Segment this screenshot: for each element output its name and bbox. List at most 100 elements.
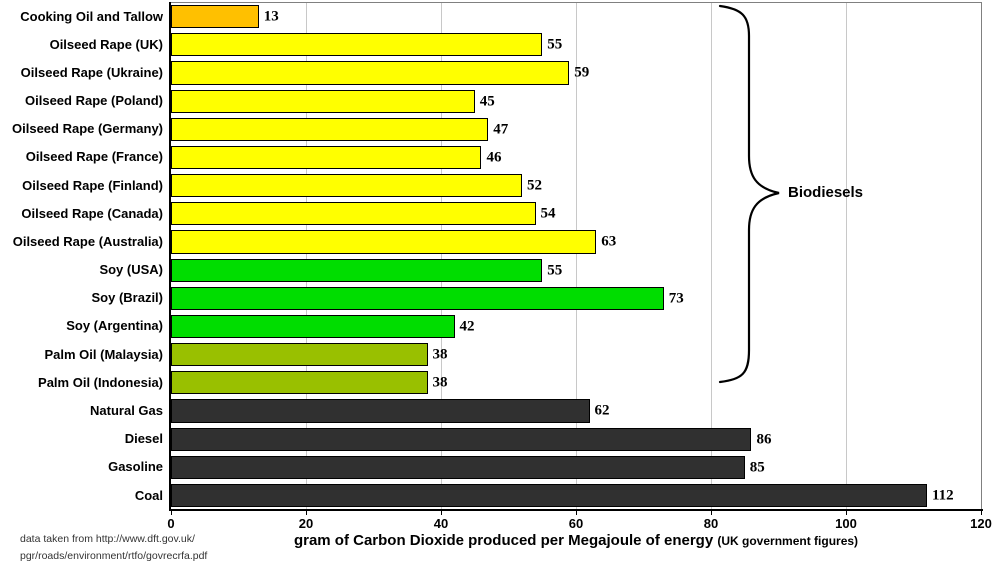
tick-label-120: 120 [970, 516, 992, 531]
biodiesels-label: Biodiesels [788, 184, 864, 201]
category-label: Soy (Argentina) [66, 318, 163, 334]
category-label: Soy (Brazil) [91, 290, 163, 306]
bar-row: 38 [171, 369, 981, 397]
bar [171, 427, 752, 451]
gridline-100 [846, 3, 847, 510]
bar [171, 5, 259, 29]
tick-mark [440, 511, 442, 515]
category-label: Oilseed Rape (UK) [49, 36, 163, 52]
bar-row: 73 [171, 285, 981, 313]
bar-value-label: 38 [432, 374, 448, 391]
bar-row: 47 [171, 116, 981, 144]
category-label: Diesel [124, 431, 163, 447]
bar-row: 13 [171, 3, 981, 31]
bar-value-label: 13 [263, 8, 279, 25]
tick-label-0: 0 [167, 516, 175, 531]
category-labels: Cooking Oil and Tallow Oilseed Rape (UK) O… [0, 2, 163, 509]
bar-row: 86 [171, 426, 981, 454]
bar [171, 61, 570, 85]
bar-row: 85 [171, 454, 981, 482]
bar-value-label: 73 [668, 290, 684, 307]
bar [171, 117, 489, 141]
tick-label-40: 40 [433, 516, 449, 531]
bar-value-label: 47 [493, 121, 509, 138]
bar-row: 55 [171, 31, 981, 59]
bar [171, 455, 745, 479]
bars-layer: 13 55 59 45 47 46 52 54 63 55 73 42 38 38 62 86 85 112 [171, 3, 981, 510]
bar-value-label: 38 [432, 346, 448, 363]
gridline-60 [576, 3, 577, 510]
bar-value-label: 45 [479, 93, 495, 110]
category-label: Soy (USA) [99, 262, 163, 278]
category-label: Oilseed Rape (Canada) [21, 205, 163, 221]
bar-value-label: 86 [756, 431, 772, 448]
bar-row: 42 [171, 313, 981, 341]
bar [171, 483, 927, 508]
category-label: Oilseed Rape (Finland) [22, 177, 163, 193]
tick-label-100: 100 [835, 516, 857, 531]
bar-value-label: 85 [749, 459, 765, 476]
tick-label-80: 80 [703, 516, 719, 531]
tick-mark [576, 511, 577, 515]
gridline-80 [710, 3, 712, 510]
tick-mark [846, 511, 847, 515]
plot-area: 13 55 59 45 47 46 52 54 63 55 73 42 38 38 62 86 85 112 [171, 2, 982, 510]
bar-value-label: 63 [601, 233, 617, 250]
category-label: Oilseed Rape (Germany) [12, 121, 163, 137]
category-label: Palm Oil (Malaysia) [44, 346, 164, 362]
tick-label-60: 60 [568, 516, 584, 531]
gridline-40 [440, 3, 442, 510]
bar-value-label: 42 [459, 318, 475, 335]
bar-row: 63 [171, 228, 981, 256]
y-axis-line [169, 2, 171, 511]
tick-label-20: 20 [298, 516, 314, 531]
bar [171, 314, 455, 339]
bar [171, 145, 482, 170]
bar-row: 112 [171, 482, 981, 510]
bar [171, 174, 522, 198]
bar-row: 52 [171, 172, 981, 200]
x-axis-ticks: 0 20 40 60 80 100 120 [167, 511, 992, 537]
bar-value-label: 62 [594, 402, 610, 419]
bar-value-label: 55 [547, 262, 563, 279]
category-label: Palm Oil (Indonesia) [38, 374, 163, 390]
category-label: Gasoline [108, 459, 163, 475]
bar [171, 399, 590, 423]
x-axis-title: gram of Carbon Dioxide produced per Mega… [171, 532, 981, 549]
tick-mark [305, 511, 307, 515]
bar-row: 38 [171, 341, 981, 369]
bar [171, 258, 543, 282]
bar-value-label: 112 [932, 487, 954, 504]
category-label: Natural Gas [90, 402, 163, 418]
category-label: Oilseed Rape (France) [25, 149, 163, 165]
bar-row: 54 [171, 200, 981, 228]
x-axis-title-main: gram of Carbon Dioxide produced per Mega… [293, 532, 714, 549]
bar [171, 286, 664, 310]
bar-row: 55 [171, 257, 981, 285]
bar-row: 45 [171, 88, 981, 116]
bar-value-label: 52 [526, 177, 542, 194]
bar-value-label: 46 [486, 149, 502, 166]
bar [171, 33, 543, 57]
bar-row: 46 [171, 144, 981, 172]
tick-mark [710, 511, 712, 515]
x-axis-title-note: (UK government figures) [717, 534, 859, 548]
bar-value-label: 55 [547, 36, 563, 53]
data-source-line1: data taken from http://www.dft.gov.uk/ [20, 533, 195, 545]
bar [171, 343, 428, 367]
data-source-note: data taken from http://www.dft.gov.uk/ p… [20, 531, 207, 565]
bar [171, 230, 597, 254]
tick-mark [171, 511, 172, 515]
bar [171, 371, 428, 395]
category-label: Coal [134, 487, 163, 503]
bar-value-label: 54 [540, 205, 556, 222]
bar-value-label: 59 [574, 64, 590, 81]
category-label: Oilseed Rape (Australia) [12, 233, 163, 249]
bar-row: 62 [171, 397, 981, 425]
bar [171, 202, 536, 226]
x-axis-line [169, 509, 983, 511]
gridline-20 [305, 3, 307, 510]
bar [171, 89, 475, 113]
category-label: Cooking Oil and Tallow [20, 8, 163, 24]
